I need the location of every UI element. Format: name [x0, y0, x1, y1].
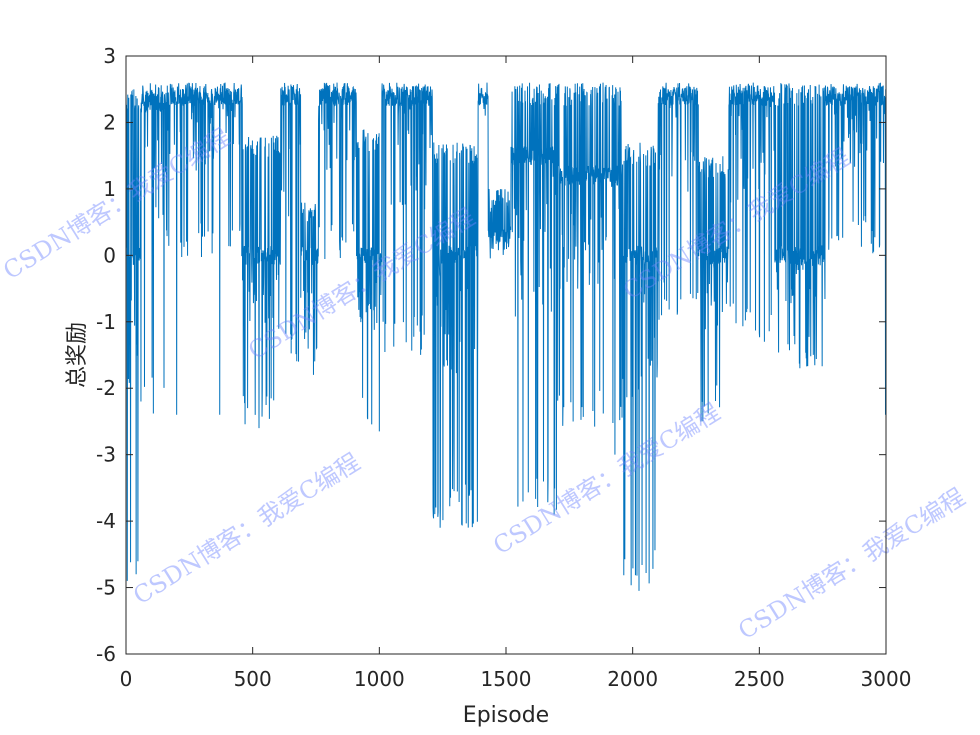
- y-axis-label: 总奖励: [65, 322, 90, 388]
- x-axis-label: Episode: [463, 703, 549, 728]
- y-tick-label: 2: [103, 110, 116, 134]
- y-tick-label: 0: [103, 243, 116, 267]
- x-tick-label: 2500: [734, 667, 785, 691]
- x-tick-label: 500: [234, 667, 272, 691]
- x-tick-label: 1500: [481, 667, 532, 691]
- x-tick-label: 1000: [354, 667, 405, 691]
- y-tick-label: -3: [96, 443, 116, 467]
- x-axis-ticks: 0 500 1000 1500 2000 2500 3000: [120, 56, 912, 691]
- y-tick-label: -2: [96, 376, 116, 400]
- x-tick-label: 0: [120, 667, 133, 691]
- y-tick-label: 1: [103, 177, 116, 201]
- y-tick-label: 3: [103, 44, 116, 68]
- series-line-total-reward: [125, 82, 887, 591]
- x-tick-label: 2000: [607, 667, 658, 691]
- y-tick-label: -4: [96, 509, 116, 533]
- x-tick-label: 3000: [861, 667, 912, 691]
- series-layer: [125, 82, 887, 591]
- y-tick-label: -5: [96, 576, 116, 600]
- y-tick-label: -1: [96, 310, 116, 334]
- y-axis-ticks: -6 -5 -4 -3 -2 -1 0 1 2 3: [96, 44, 886, 666]
- y-tick-label: -6: [96, 642, 116, 666]
